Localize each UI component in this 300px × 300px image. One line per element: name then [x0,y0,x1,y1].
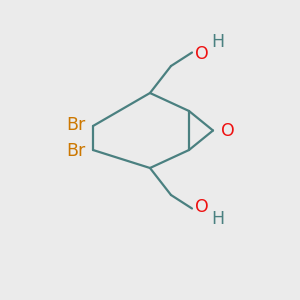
Text: O: O [195,198,209,216]
Text: Br: Br [66,116,85,134]
Text: O: O [220,122,234,140]
Text: H: H [212,33,225,51]
Text: Br: Br [66,142,85,160]
Text: O: O [195,45,209,63]
Text: H: H [212,210,225,228]
